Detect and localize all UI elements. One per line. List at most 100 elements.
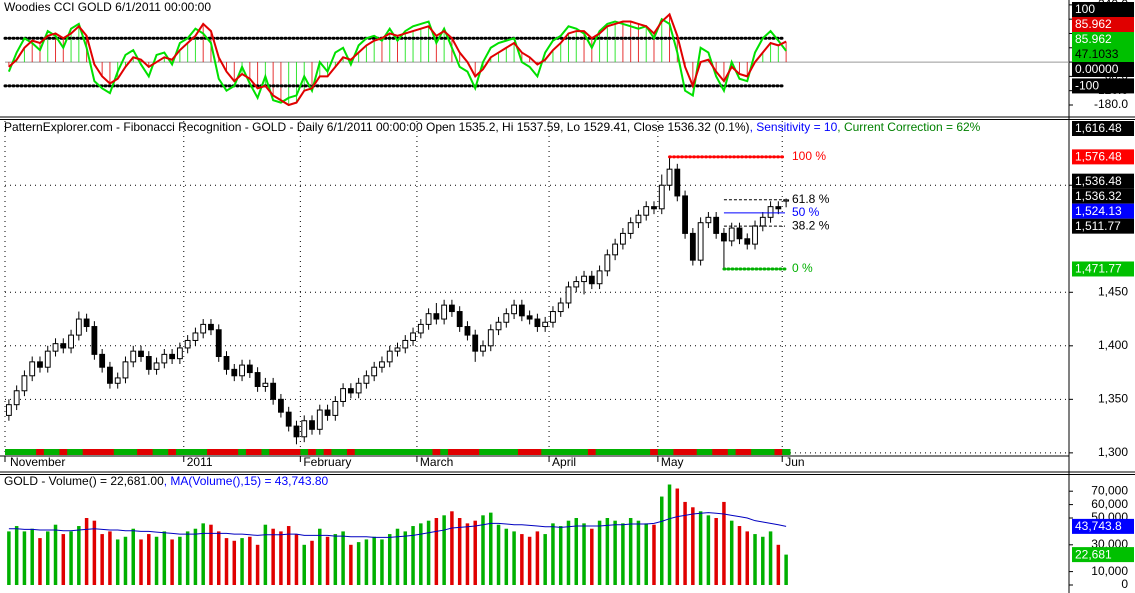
- volume-bar: [131, 528, 135, 586]
- volume-bar: [248, 536, 252, 586]
- candle-body: [293, 425, 300, 438]
- value-badge: [1072, 2, 1134, 17]
- trend-strip: [144, 449, 154, 455]
- candle-body: [29, 361, 36, 377]
- trend-strip: [502, 449, 511, 455]
- candle-body: [122, 361, 129, 379]
- x-tick-label: 2011: [187, 455, 213, 469]
- y-tick-label: 0: [1121, 577, 1128, 591]
- candle-body: [666, 168, 673, 186]
- trend-strip: [121, 449, 130, 455]
- value-badge: [1072, 32, 1134, 47]
- candle-body: [542, 321, 549, 328]
- candle-body: [13, 390, 20, 406]
- candle-body: [301, 420, 308, 438]
- y-tick-label: 70,000: [1091, 483, 1128, 497]
- volume-bar: [286, 526, 291, 586]
- volume-bar: [698, 511, 703, 586]
- trend-strip: [401, 449, 410, 455]
- volume-bar: [411, 526, 415, 586]
- trend-strip: [634, 449, 643, 455]
- trend-strip: [564, 449, 573, 455]
- trend-strip: [370, 449, 379, 455]
- trend-strip: [580, 449, 589, 455]
- volume-bar: [147, 534, 151, 586]
- candle-body: [386, 350, 393, 363]
- cci-line: [8, 12, 787, 107]
- candle-body: [332, 400, 339, 416]
- trend-strip: [253, 449, 262, 455]
- trend-strip: [626, 449, 636, 455]
- candle-body: [619, 232, 626, 245]
- volume-bar: [294, 534, 299, 586]
- volume-bar: [504, 528, 509, 586]
- trend-strip: [409, 449, 418, 455]
- candle-body: [75, 318, 82, 336]
- candle-body: [44, 350, 51, 368]
- candle-body: [169, 353, 176, 360]
- volume-bar: [590, 528, 594, 586]
- candle-body: [752, 225, 758, 245]
- trend-strip: [28, 449, 37, 455]
- candle-body: [347, 388, 354, 394]
- volume-bar: [745, 531, 750, 586]
- volume-bar: [38, 538, 42, 586]
- volume-bar: [419, 523, 423, 586]
- volume-bar: [185, 531, 190, 586]
- volume-bar: [489, 512, 493, 586]
- trend-strip: [424, 449, 433, 455]
- candle-body: [658, 184, 665, 210]
- candle-body: [604, 254, 611, 272]
- volume-bar: [263, 524, 268, 586]
- volume-bar: [310, 540, 314, 586]
- trend-strip: [5, 449, 14, 455]
- volume-bar: [784, 554, 788, 586]
- candle-body: [557, 302, 564, 313]
- trend-strip: [175, 449, 185, 455]
- volume-bar: [255, 544, 260, 586]
- header-part: GOLD - Volume() = 22,681.00: [4, 474, 164, 488]
- trend-strip: [448, 449, 457, 455]
- trend-strip: [323, 449, 332, 455]
- trend-strip: [525, 449, 535, 455]
- volume-bar: [178, 536, 182, 586]
- candle-body: [651, 206, 657, 210]
- trend-strip: [681, 449, 690, 455]
- volume-bar: [61, 534, 66, 586]
- trend-strip: [642, 449, 651, 455]
- x-tick-label: May: [661, 455, 684, 469]
- volume-bar: [512, 531, 516, 586]
- volume-bar: [675, 488, 680, 586]
- header-part: , Current Correction = 62%: [837, 120, 980, 134]
- volume-bar: [597, 520, 602, 586]
- volume-bar: [154, 536, 159, 586]
- volume-bar: [302, 544, 306, 586]
- candle-body: [363, 375, 370, 384]
- value-badge: [1072, 121, 1134, 136]
- trend-strip: [191, 449, 200, 455]
- trend-strip: [486, 449, 496, 455]
- volume-bar: [543, 534, 547, 586]
- candle-body: [5, 404, 12, 416]
- volume-bar: [535, 531, 540, 586]
- volume-bar: [271, 528, 275, 586]
- candle-body: [355, 382, 362, 394]
- volume-bar: [123, 536, 128, 586]
- trend-strip: [183, 449, 193, 455]
- trend-strip: [20, 449, 29, 455]
- candle-body: [728, 227, 735, 242]
- trend-strip: [214, 449, 224, 455]
- fib-label: 50 %: [792, 205, 820, 219]
- trend-strip: [245, 449, 255, 455]
- volume-bar: [722, 501, 726, 586]
- volume-bar: [100, 534, 104, 586]
- fib-label: 100 %: [792, 149, 826, 163]
- volume-bar: [341, 531, 345, 586]
- value-badge: [1072, 78, 1134, 94]
- volume-bar: [605, 518, 610, 586]
- volume-bar: [240, 538, 244, 586]
- trend-strip: [238, 449, 247, 455]
- volume-bar: [92, 520, 97, 586]
- trend-strip: [59, 449, 68, 455]
